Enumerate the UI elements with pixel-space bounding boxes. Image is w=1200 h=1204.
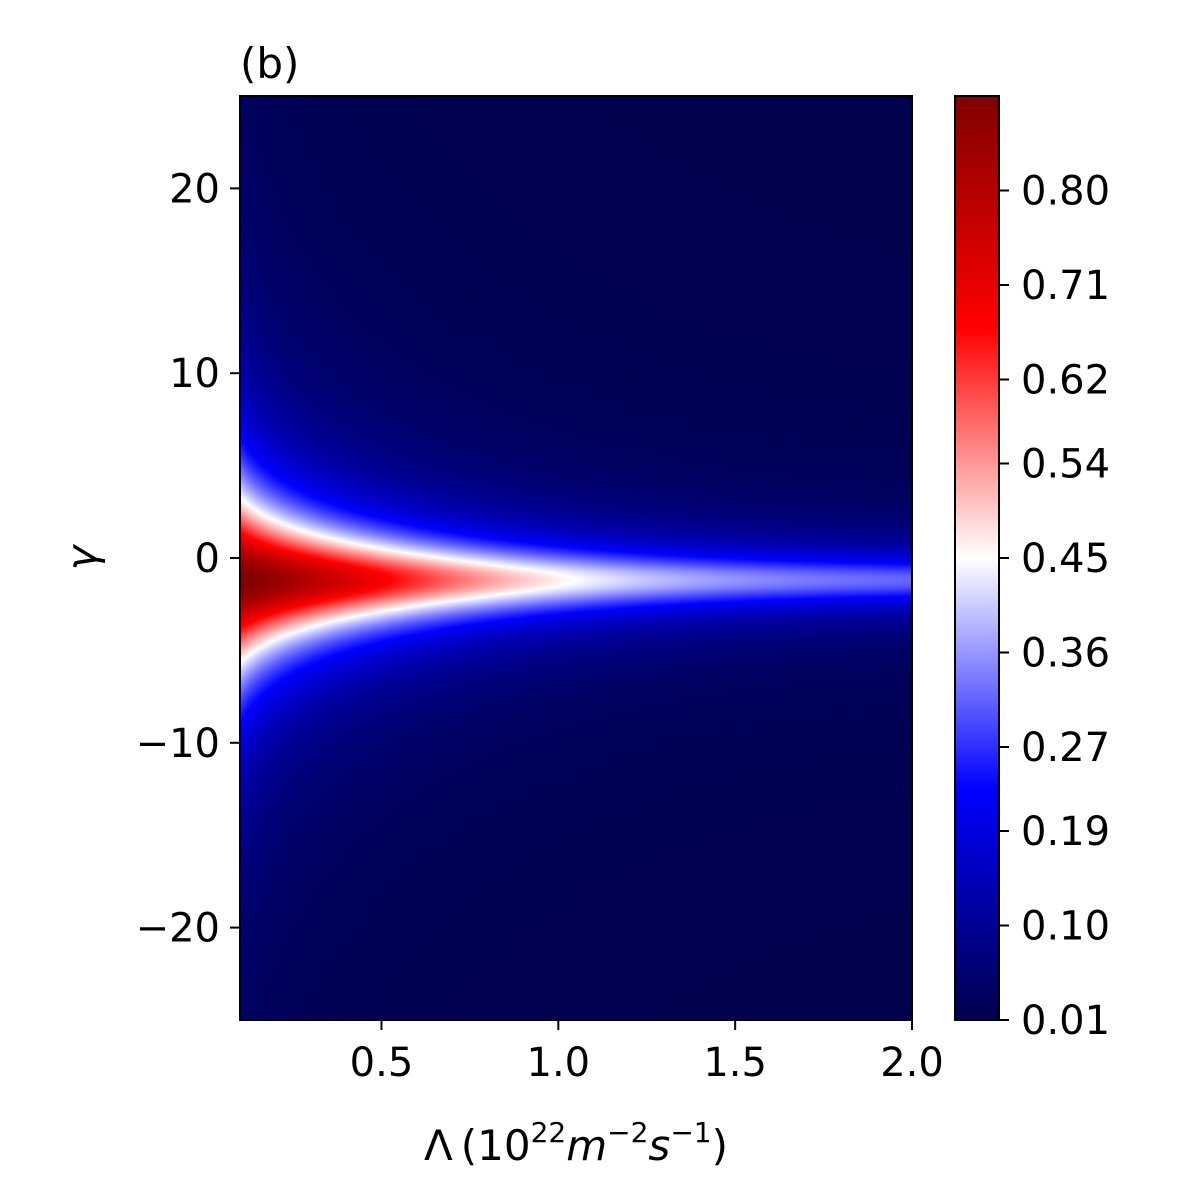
x-axis-title-exp2: −2 bbox=[607, 1116, 648, 1149]
x-axis-title-m: m bbox=[566, 1121, 607, 1170]
colorbar-tick-label: 0.27 bbox=[1021, 725, 1110, 771]
y-tick-label: 0 bbox=[195, 536, 220, 582]
x-tick-label: 0.5 bbox=[350, 1040, 414, 1086]
x-tick-label: 1.5 bbox=[703, 1040, 767, 1086]
y-axis-title: γ bbox=[58, 543, 107, 570]
colorbar-tick-label: 0.19 bbox=[1021, 809, 1110, 855]
x-axis-title-symbol: Λ bbox=[424, 1121, 453, 1170]
x-axis-title: Λ (1022m−2s−1) bbox=[424, 1116, 728, 1170]
heatmap-field bbox=[240, 96, 912, 1020]
colorbar-tick-label: 0.45 bbox=[1021, 536, 1110, 582]
x-tick-label: 2.0 bbox=[880, 1040, 944, 1086]
colorbar-tick-label: 0.01 bbox=[1021, 998, 1110, 1044]
y-tick-label: 20 bbox=[169, 166, 220, 212]
x-axis-ticks: 0.5 1.0 1.5 2.0 bbox=[350, 1020, 944, 1086]
colorbar-tick-label: 0.71 bbox=[1021, 263, 1110, 309]
x-axis-title-unit-open: (10 bbox=[461, 1121, 531, 1170]
colorbar-tick-label: 0.54 bbox=[1021, 442, 1110, 488]
panel-label: (b) bbox=[240, 39, 299, 88]
x-axis-title-exp1: 22 bbox=[531, 1116, 567, 1149]
x-axis-title-unit-close: ) bbox=[712, 1121, 728, 1170]
x-axis-title-s: s bbox=[648, 1121, 670, 1170]
y-tick-label: 10 bbox=[169, 351, 220, 397]
y-tick-label: −10 bbox=[136, 721, 220, 767]
colorbar-ticks: 0.01 0.10 0.19 0.27 0.36 0.45 0.54 0.62 0.71 0.80 bbox=[999, 169, 1110, 1044]
colorbar-gradient bbox=[955, 96, 999, 1020]
x-axis-title-exp3: −1 bbox=[670, 1116, 711, 1149]
heatmap-image bbox=[240, 96, 912, 1020]
colorbar-tick-label: 0.10 bbox=[1021, 904, 1110, 950]
x-tick-label: 1.0 bbox=[527, 1040, 591, 1086]
colorbar-tick-label: 0.62 bbox=[1021, 358, 1110, 404]
colorbar-tick-label: 0.80 bbox=[1021, 169, 1110, 215]
y-tick-label: −20 bbox=[136, 906, 220, 952]
colorbar-tick-label: 0.36 bbox=[1021, 631, 1110, 677]
y-axis-ticks: 20 10 0 −10 −20 bbox=[136, 166, 240, 952]
